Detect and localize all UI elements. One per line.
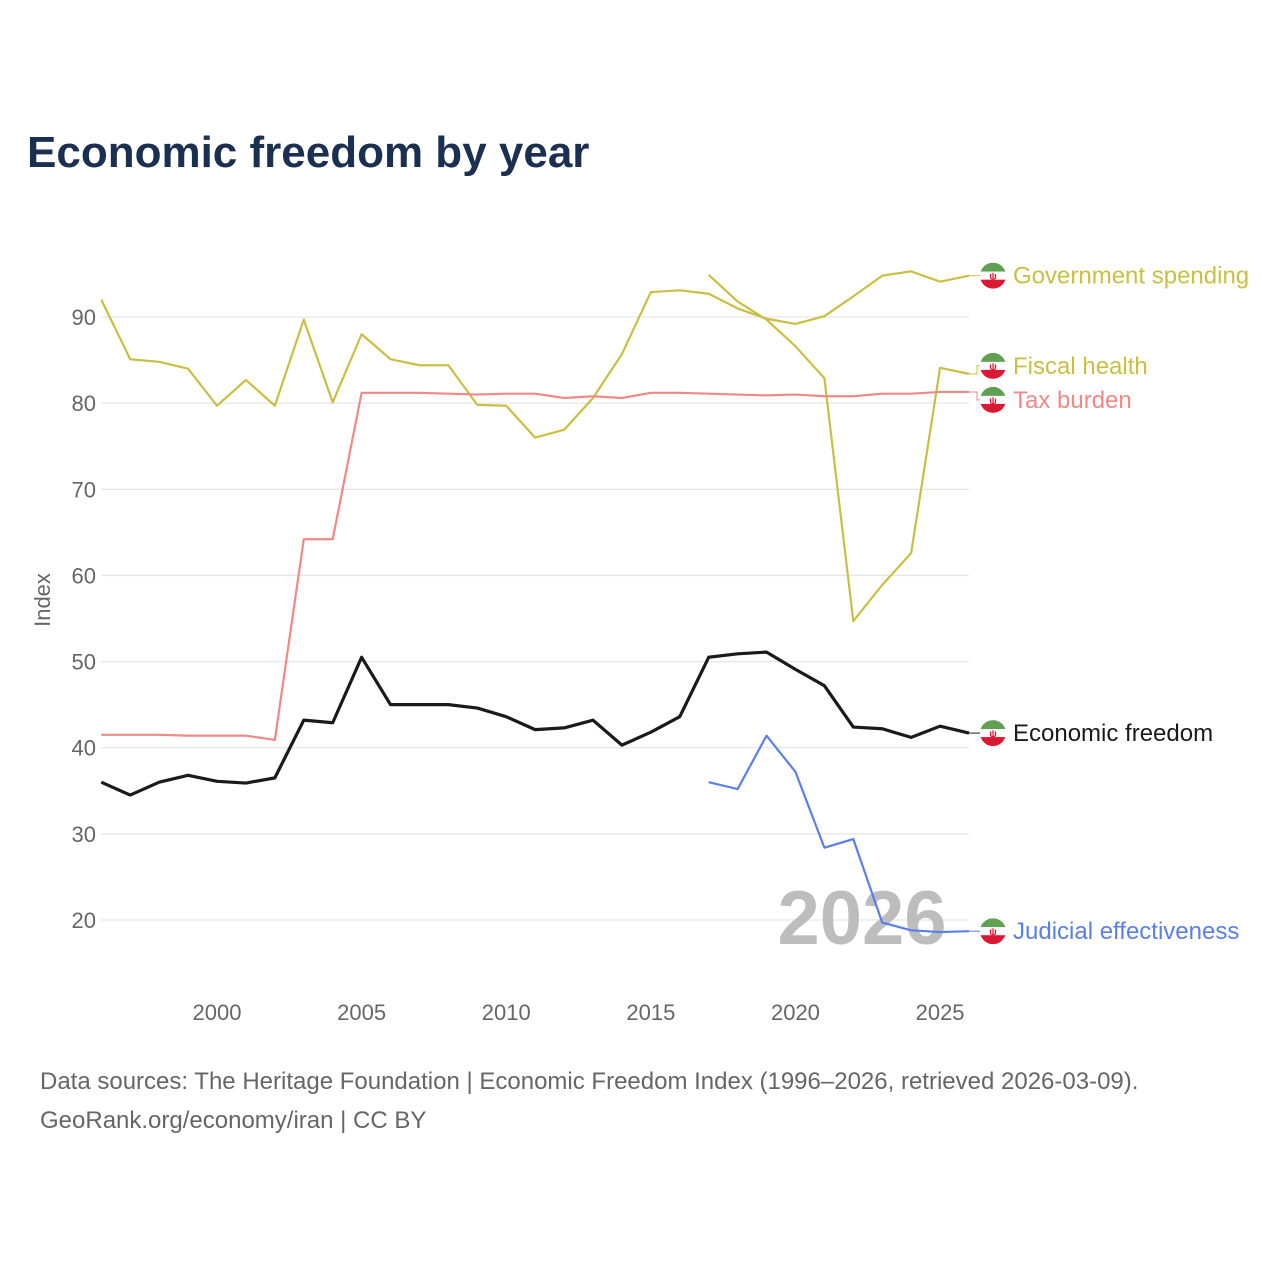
series-end-label: ψ Economic freedom bbox=[969, 720, 1213, 747]
flag-emblem: ψ bbox=[989, 362, 997, 373]
y-axis-label: Index bbox=[30, 573, 55, 627]
flag-white bbox=[980, 271, 1006, 280]
flag-emblem: ψ bbox=[989, 396, 997, 407]
flag-green bbox=[980, 386, 1006, 396]
flag-green bbox=[980, 918, 1006, 928]
iran-flag-icon: ψ bbox=[980, 918, 1006, 945]
y-tick-label: 80 bbox=[72, 391, 96, 416]
flag-red bbox=[980, 279, 1006, 289]
flag-body: ψ bbox=[980, 918, 1006, 945]
footer-credit: GeoRank.org/economy/iran | CC BY bbox=[40, 1107, 427, 1134]
y-axis: 20 30 40 50 60 70 80 90 bbox=[72, 305, 96, 933]
series-label: Economic freedom bbox=[1013, 720, 1213, 747]
y-tick-label: 20 bbox=[72, 908, 96, 933]
y-tick-label: 30 bbox=[72, 822, 96, 847]
x-tick-label: 2005 bbox=[337, 1000, 386, 1025]
flag-green bbox=[980, 352, 1006, 362]
y-tick-label: 70 bbox=[72, 477, 96, 502]
series-line-fiscal-health bbox=[707, 274, 970, 623]
series-line-judicial-effectiveness bbox=[708, 734, 970, 934]
grid bbox=[101, 316, 969, 921]
flag-body: ψ bbox=[980, 352, 1006, 379]
y-tick-label: 60 bbox=[72, 563, 96, 588]
series-label: Judicial effectiveness bbox=[1013, 918, 1239, 945]
flag-emblem: ψ bbox=[989, 729, 997, 740]
iran-flag-icon: ψ bbox=[980, 720, 1006, 747]
iran-flag-icon: ψ bbox=[980, 386, 1006, 413]
series-lines bbox=[100, 270, 970, 934]
series-line-tax-burden bbox=[101, 390, 969, 742]
flag-body: ψ bbox=[980, 262, 1006, 289]
x-tick-label: 2015 bbox=[626, 1000, 675, 1025]
flag-red bbox=[980, 403, 1006, 413]
y-tick-label: 40 bbox=[72, 736, 96, 761]
flag-white bbox=[980, 361, 1006, 370]
chart-title: Economic freedom by year bbox=[27, 128, 590, 177]
series-end-label: ψ Judicial effectiveness bbox=[969, 918, 1239, 945]
series-label: Government spending bbox=[1013, 263, 1249, 290]
y-tick-label: 50 bbox=[72, 650, 96, 675]
x-tick-label: 2000 bbox=[193, 1000, 242, 1025]
flag-body: ψ bbox=[980, 386, 1006, 413]
iran-flag-icon: ψ bbox=[980, 262, 1006, 289]
flag-emblem: ψ bbox=[989, 272, 997, 283]
flag-white bbox=[980, 395, 1006, 404]
year-watermark: 2026 bbox=[777, 876, 946, 961]
series-end-label: ψ Tax burden bbox=[969, 386, 1132, 414]
series-labels: ψ Government spending ψ Fiscal health ψ Tax b… bbox=[969, 262, 1249, 945]
x-axis: 2000 2005 2010 2015 2020 2025 bbox=[193, 1000, 965, 1025]
flag-red bbox=[980, 737, 1006, 747]
x-tick-label: 2025 bbox=[916, 1000, 965, 1025]
series-label: Fiscal health bbox=[1013, 353, 1148, 380]
label-connector bbox=[969, 365, 981, 375]
flag-green bbox=[980, 262, 1006, 272]
flag-body: ψ bbox=[980, 720, 1006, 747]
series-label: Tax burden bbox=[1013, 387, 1132, 414]
label-connector bbox=[969, 391, 981, 401]
series-end-label: ψ Fiscal health bbox=[969, 352, 1148, 380]
flag-white bbox=[980, 927, 1006, 936]
flag-white bbox=[980, 729, 1006, 738]
series-line-government-spending bbox=[100, 270, 970, 439]
series-line-economic-freedom bbox=[100, 650, 970, 797]
flag-red bbox=[980, 369, 1006, 379]
iran-flag-icon: ψ bbox=[980, 352, 1006, 379]
series-end-label: ψ Government spending bbox=[969, 262, 1249, 290]
x-tick-label: 2020 bbox=[771, 1000, 820, 1025]
flag-red bbox=[980, 935, 1006, 945]
flag-emblem: ψ bbox=[989, 927, 997, 938]
flag-green bbox=[980, 720, 1006, 730]
footer-sources: Data sources: The Heritage Foundation | … bbox=[40, 1068, 1139, 1095]
x-tick-label: 2010 bbox=[482, 1000, 531, 1025]
y-tick-label: 90 bbox=[72, 305, 96, 330]
